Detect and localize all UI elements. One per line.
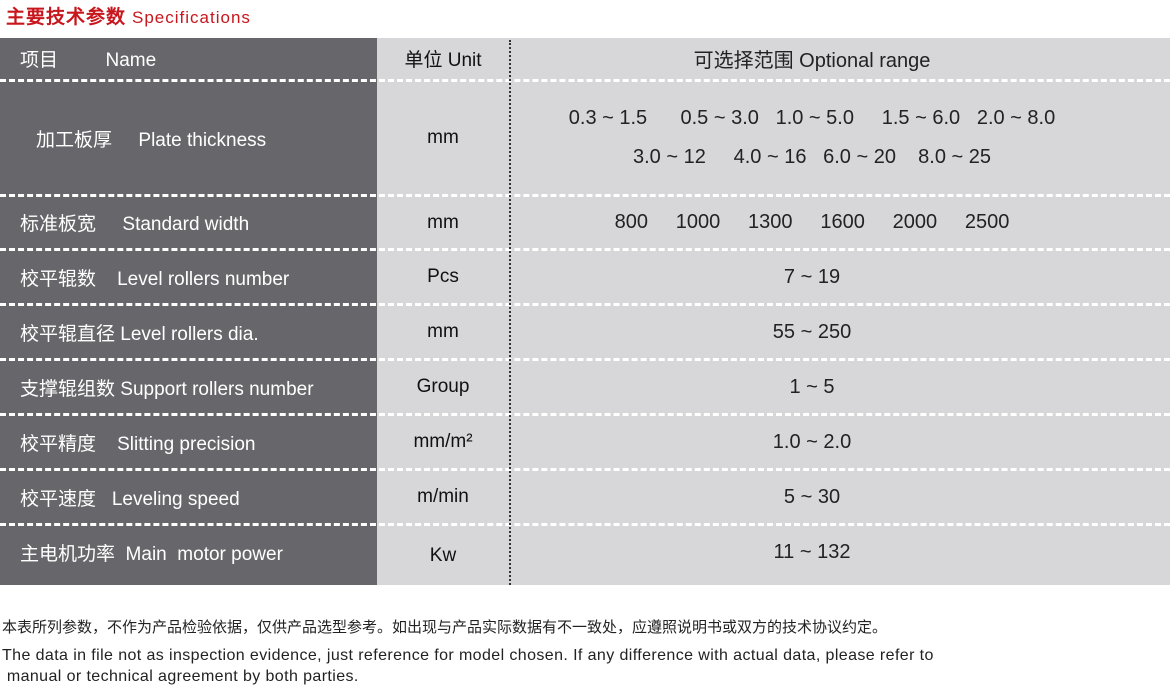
row-range: 800 1000 1300 1600 2000 2500 — [614, 211, 1010, 233]
table-row: 支撑辊组数 Support rollers number Group 1 ~ 5 — [0, 361, 1170, 416]
header-name: 项目 Name — [20, 50, 157, 71]
row-range: 1.0 ~ 2.0 — [772, 430, 852, 453]
table-row: 校平辊直径 Level rollers dia. mm 55 ~ 250 — [0, 306, 1170, 361]
row-range: 7 ~ 19 — [783, 265, 841, 288]
row-name: 校平辊直径 Level rollers dia. — [20, 323, 259, 345]
spec-table: 项目 Name 单位 Unit 可选择范围 Optional range 加工板… — [0, 38, 1170, 585]
row-unit: mm — [427, 211, 459, 233]
note-en-line1: The data in file not as inspection evide… — [2, 647, 934, 664]
row-name: 主电机功率 Main motor power — [20, 544, 283, 565]
table-row: 校平辊数 Level rollers number Pcs 7 ~ 19 — [0, 251, 1170, 306]
page-title: 主要技术参数 Specifications — [6, 2, 251, 29]
table-row: 标准板宽 Standard width mm 800 1000 1300 160… — [0, 197, 1170, 251]
row-range: 1 ~ 5 — [789, 375, 835, 398]
row-range: 5 ~ 30 — [783, 485, 841, 508]
row-range: 55 ~ 250 — [772, 320, 852, 343]
row-unit: mm/m² — [413, 431, 473, 452]
range-line-2: 3.0 ~ 12 4.0 ~ 16 6.0 ~ 20 8.0 ~ 25 — [632, 146, 992, 168]
table-row: 加工板厚 Plate thickness mm 0.3 ~ 1.5 0.5 ~ … — [0, 82, 1170, 197]
range-line-1: 0.3 ~ 1.5 0.5 ~ 3.0 1.0 ~ 5.0 1.5 ~ 6.0 … — [568, 107, 1056, 129]
title-cn: 主要技术参数 — [6, 7, 127, 28]
row-name: 标准板宽 Standard width — [20, 214, 250, 235]
row-name: 支撑辊组数 Support rollers number — [20, 378, 314, 400]
row-range: 11 ~ 132 — [773, 541, 851, 563]
table-header: 项目 Name 单位 Unit 可选择范围 Optional range — [0, 38, 1170, 82]
note-en-line2: manual or technical agreement by both pa… — [2, 668, 359, 685]
table-row: 校平精度 Slitting precision mm/m² 1.0 ~ 2.0 — [0, 416, 1170, 471]
row-unit: mm — [427, 321, 459, 342]
row-name: 校平速度 Leveling speed — [20, 488, 240, 510]
row-range: 0.3 ~ 1.5 0.5 ~ 3.0 1.0 ~ 5.0 1.5 ~ 6.0 … — [512, 82, 1112, 194]
header-range: 可选择范围 Optional range — [693, 50, 931, 72]
row-unit: m/min — [417, 486, 469, 507]
name-column-bg — [0, 38, 377, 585]
row-name: 校平精度 Slitting precision — [20, 433, 256, 455]
row-unit: Group — [416, 376, 470, 397]
row-unit: mm — [427, 127, 459, 148]
row-name: 校平辊数 Level rollers number — [20, 268, 290, 290]
title-en: Specifications — [132, 8, 251, 27]
table-row: 校平速度 Leveling speed m/min 5 ~ 30 — [0, 471, 1170, 526]
row-unit: Pcs — [427, 266, 459, 287]
note-cn: 本表所列参数，不作为产品检验依据，仅供产品选型参考。如出现与产品实际数据有不一致… — [2, 619, 888, 636]
header-unit: 单位 Unit — [404, 50, 482, 71]
row-name: 加工板厚 Plate thickness — [36, 129, 267, 151]
row-unit: Kw — [429, 544, 457, 566]
table-row: 主电机功率 Main motor power Kw 11 ~ 132 — [0, 526, 1170, 585]
column-divider — [509, 40, 511, 585]
